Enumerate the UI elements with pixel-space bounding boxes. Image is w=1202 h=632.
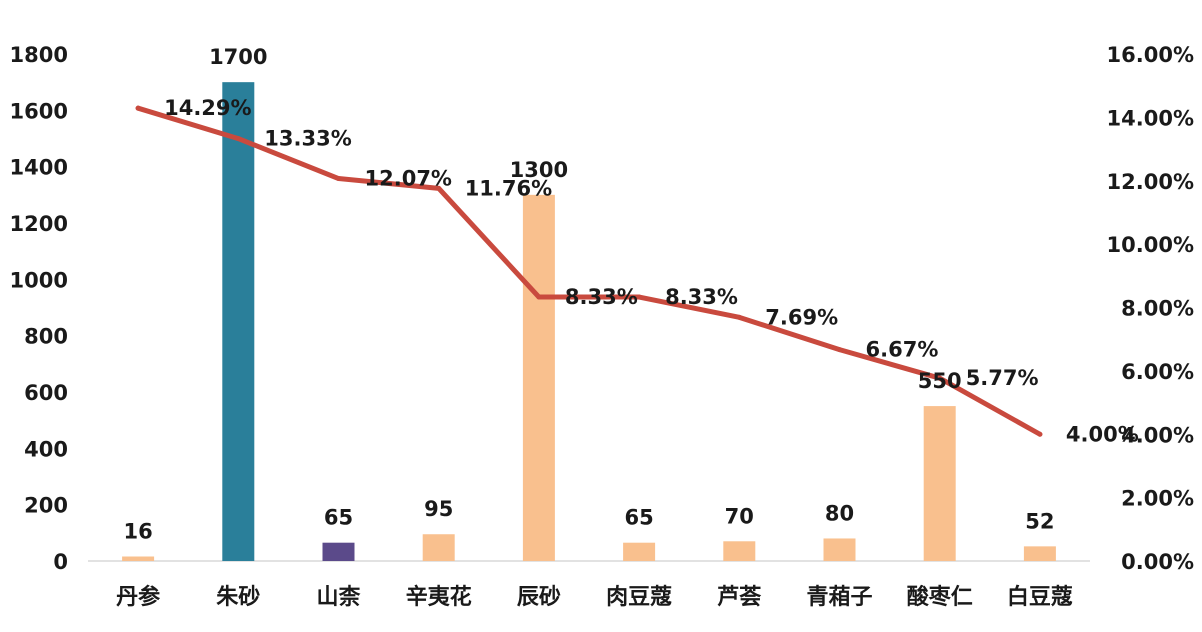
bar: [522, 194, 555, 562]
line-value-label: 8.33%: [665, 285, 738, 309]
line-point: [135, 105, 141, 111]
line-point: [937, 375, 943, 381]
bar-value-labels: 16 1700 65 95 1300 65 70 80 550 52: [123, 45, 1054, 543]
category-label: 朱砂: [216, 584, 260, 610]
category-label: 丹参: [116, 584, 160, 610]
bar: [122, 556, 155, 561]
bar: [623, 542, 656, 561]
left-tick-label: 600: [24, 381, 68, 405]
line-point: [1037, 431, 1043, 437]
bar-value-label: 80: [825, 501, 854, 525]
left-tick-label: 1000: [10, 268, 68, 292]
right-axis: 0.00% 2.00% 4.00% 6.00% 8.00% 10.00% 12.00% 14.…: [1107, 43, 1194, 574]
bar-value-label: 65: [624, 506, 653, 530]
bar: [723, 541, 756, 561]
right-tick-label: 12.00%: [1107, 170, 1194, 194]
left-tick-label: 800: [24, 325, 68, 349]
left-tick-label: 1400: [10, 156, 68, 180]
left-tick-label: 400: [24, 437, 68, 461]
line-point: [336, 176, 341, 182]
right-tick-label: 8.00%: [1121, 297, 1194, 321]
line-path: [135, 105, 1043, 437]
bar: [422, 534, 455, 561]
line-point: [235, 136, 241, 142]
line-value-label: 8.33%: [565, 285, 638, 309]
category-label: 肉豆蔻: [606, 585, 672, 610]
bar: [923, 406, 956, 561]
category-label: 山柰: [316, 584, 360, 610]
category-label: 芦荟: [717, 585, 761, 610]
line-value-labels: 14.29% 13.33% 12.07% 11.76% 8.33% 8.33% 7.69% 6…: [164, 96, 1139, 446]
bar-value-label: 95: [424, 497, 453, 521]
line-point: [536, 294, 542, 300]
bar: [322, 542, 355, 561]
bar-value-label: 70: [725, 504, 754, 528]
bar-value-label: 550: [918, 369, 962, 393]
left-tick-label: 1600: [10, 99, 68, 123]
left-tick-label: 1200: [10, 212, 68, 236]
category-label: 酸枣仁: [907, 584, 973, 610]
bar-series: [122, 82, 1056, 562]
category-label: 青葙子: [806, 584, 872, 610]
line-value-label: 11.76%: [465, 176, 552, 200]
line-value-label: 13.33%: [264, 127, 351, 151]
bar-value-label: 16: [123, 519, 152, 543]
line-value-label: 5.77%: [966, 366, 1039, 390]
right-tick-label: 0.00%: [1121, 550, 1194, 574]
bar: [222, 82, 255, 562]
line-point: [436, 185, 442, 191]
line-value-label: 7.69%: [765, 305, 838, 329]
category-label: 白豆蔻: [1007, 584, 1073, 610]
bar-value-label: 65: [324, 506, 353, 530]
right-tick-label: 4.00%: [1121, 423, 1194, 447]
left-tick-label: 200: [24, 494, 68, 518]
right-tick-label: 6.00%: [1121, 360, 1194, 384]
category-label: 辰砂: [517, 584, 561, 610]
bar-value-label: 52: [1025, 509, 1054, 533]
right-tick-label: 10.00%: [1107, 233, 1194, 257]
right-tick-label: 16.00%: [1107, 43, 1194, 67]
left-axis: 0 200 400 600 800 1000 1200 1400 1600 1800: [10, 43, 68, 574]
line-point: [837, 347, 842, 353]
line-point: [636, 294, 642, 300]
left-tick-label: 0: [53, 550, 68, 574]
bar-value-label: 1700: [209, 45, 267, 69]
line-point: [736, 314, 742, 320]
line-value-label: 6.67%: [866, 338, 939, 362]
bar-value-label: 1300: [510, 158, 568, 182]
category-label: 辛夷花: [406, 584, 472, 610]
right-tick-label: 2.00%: [1121, 487, 1194, 511]
left-tick-label: 1800: [10, 43, 68, 67]
line-value-label: 4.00%: [1066, 422, 1139, 446]
line-series: [135, 105, 1043, 437]
bar: [1023, 546, 1056, 561]
line-value-label: 14.29%: [164, 96, 251, 120]
category-labels: 丹参 朱砂 山柰 辛夷花 辰砂 肉豆蔻 芦荟 青葙子 酸枣仁 白豆蔻: [116, 584, 1073, 610]
right-tick-label: 14.00%: [1107, 106, 1194, 130]
line-value-label: 12.07%: [365, 167, 452, 191]
bar: [823, 538, 856, 561]
